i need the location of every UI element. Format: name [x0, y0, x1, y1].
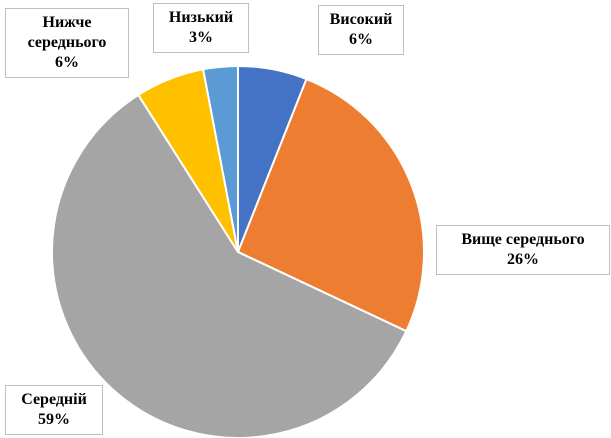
value-label: 26% [507, 251, 539, 268]
pie-slice [201, 64, 239, 253]
data-label: Нижче середнього 6% [5, 8, 129, 78]
category-label: Нижче середнього [27, 14, 107, 51]
value-label: 59% [38, 411, 70, 428]
data-label: Вище середнього 26% [436, 225, 610, 275]
category-label: Вище середнього [461, 231, 585, 248]
pie-slice [236, 77, 425, 333]
pie-slice [51, 93, 408, 438]
data-label: Високий 6% [318, 5, 404, 55]
value-label: 6% [55, 54, 79, 71]
category-label: Низький [168, 9, 234, 26]
category-label: Високий [329, 11, 393, 28]
category-label: Середній [21, 391, 87, 408]
value-label: 3% [189, 29, 213, 46]
data-label: Низький 3% [153, 3, 249, 53]
value-label: 6% [349, 31, 373, 48]
data-label: Середній 59% [5, 385, 103, 435]
